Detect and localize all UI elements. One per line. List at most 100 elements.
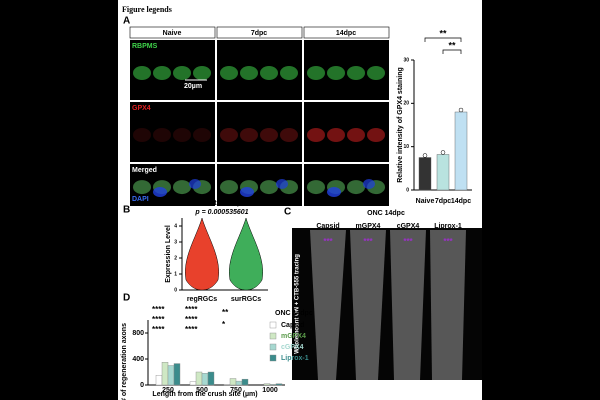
x-tick-label: 250 bbox=[162, 387, 174, 394]
bar bbox=[275, 383, 283, 386]
bar bbox=[155, 375, 163, 386]
side-label: Wholemount ON + CTB-555 tracing bbox=[295, 254, 301, 354]
legend-label: Liprox-1 bbox=[281, 355, 309, 362]
significance: *** bbox=[403, 237, 413, 246]
row-label: GPX4 bbox=[132, 105, 151, 112]
significance: **** bbox=[185, 325, 198, 334]
panel-label: C bbox=[284, 207, 291, 218]
nerve bbox=[390, 230, 426, 380]
group-label: regRGCs bbox=[187, 296, 217, 303]
y-axis-label: # of regeneration axons bbox=[121, 323, 128, 400]
bar bbox=[454, 111, 468, 191]
cell bbox=[153, 128, 171, 142]
cell bbox=[260, 128, 278, 142]
cell bbox=[220, 66, 238, 80]
bar bbox=[207, 371, 215, 386]
legend-swatch bbox=[269, 343, 277, 351]
legend-swatch bbox=[269, 321, 277, 329]
cell bbox=[173, 66, 191, 80]
significance: ** bbox=[448, 40, 456, 50]
data-point bbox=[440, 150, 446, 155]
nucleus bbox=[189, 179, 201, 189]
cell bbox=[327, 66, 345, 80]
dapi-label: DAPI bbox=[132, 196, 149, 203]
cell bbox=[133, 180, 151, 195]
bar bbox=[436, 154, 450, 191]
bar bbox=[223, 384, 231, 386]
data-point bbox=[458, 107, 464, 113]
nerve bbox=[310, 230, 346, 380]
micrograph bbox=[130, 102, 215, 162]
significance: **** bbox=[185, 305, 198, 314]
bar bbox=[229, 378, 237, 386]
data-point bbox=[422, 153, 428, 158]
bar bbox=[201, 373, 209, 386]
micrograph bbox=[217, 102, 302, 162]
x-tick-label: 14dpc bbox=[451, 198, 471, 205]
page-title: Figure legends bbox=[122, 5, 172, 14]
column-header: cGPX4 bbox=[397, 223, 420, 230]
column-header: mGPX4 bbox=[356, 223, 381, 230]
cell bbox=[240, 66, 258, 80]
bar bbox=[195, 371, 203, 386]
x-tick-label: 7dpc bbox=[435, 198, 451, 205]
cell bbox=[193, 128, 211, 142]
x-tick-label: 1000 bbox=[262, 387, 278, 394]
cell bbox=[367, 66, 385, 80]
cell bbox=[260, 66, 278, 80]
significance: ** bbox=[222, 308, 229, 317]
significance: *** bbox=[323, 237, 333, 246]
y-tick-label: 30 bbox=[403, 57, 409, 63]
y-tick-label: 2 bbox=[174, 255, 177, 261]
x-tick-label: Naive bbox=[416, 198, 435, 205]
cell bbox=[153, 66, 171, 80]
x-tick-label: 500 bbox=[196, 387, 208, 394]
nucleus bbox=[363, 179, 375, 189]
panel-label: D bbox=[123, 293, 130, 304]
scale-bar-label: 20µm bbox=[184, 83, 202, 90]
nucleus bbox=[276, 179, 288, 189]
y-axis-label: Expression Level bbox=[165, 225, 172, 283]
y-tick-label: 1 bbox=[174, 271, 177, 277]
nerve bbox=[350, 230, 386, 380]
column-header: 14dpc bbox=[336, 30, 356, 37]
cell bbox=[193, 66, 211, 80]
y-tick-label: 0 bbox=[174, 287, 177, 293]
cell bbox=[347, 180, 365, 195]
y-tick-label: 3 bbox=[174, 239, 177, 245]
y-tick-label: 0 bbox=[406, 187, 409, 193]
title: Retro-Seq bbox=[205, 200, 238, 207]
legend-label: mGPX4 bbox=[281, 333, 306, 340]
y-axis-label: Relative intensity of GPX4 staining bbox=[397, 67, 404, 183]
bar bbox=[161, 362, 169, 386]
cell bbox=[220, 180, 238, 195]
title: ONC 14dpc bbox=[367, 210, 405, 217]
nucleus bbox=[153, 187, 167, 197]
bar bbox=[173, 363, 181, 386]
nerve bbox=[430, 230, 466, 380]
cell bbox=[260, 180, 278, 195]
significance: **** bbox=[152, 305, 165, 314]
bar bbox=[263, 383, 271, 386]
group-label: surRGCs bbox=[231, 296, 261, 303]
violin bbox=[229, 217, 263, 291]
column-header-box bbox=[216, 26, 303, 39]
bar bbox=[235, 380, 243, 386]
significance: **** bbox=[152, 325, 165, 334]
y-tick-label: 20 bbox=[403, 101, 409, 107]
nucleus bbox=[327, 187, 341, 197]
cell bbox=[173, 180, 191, 195]
cell bbox=[133, 66, 151, 80]
cell bbox=[133, 128, 151, 142]
cell bbox=[327, 128, 345, 142]
x-tick-label: 750 bbox=[230, 387, 242, 394]
cell bbox=[280, 128, 298, 142]
cell bbox=[307, 180, 325, 195]
column-header-box bbox=[303, 26, 390, 39]
legend-title: ONC 14dpc bbox=[275, 310, 313, 317]
row-label: RBPMS bbox=[132, 43, 158, 50]
y-tick-label: 400 bbox=[132, 356, 144, 363]
cell bbox=[307, 66, 325, 80]
significance-bracket bbox=[442, 49, 462, 54]
